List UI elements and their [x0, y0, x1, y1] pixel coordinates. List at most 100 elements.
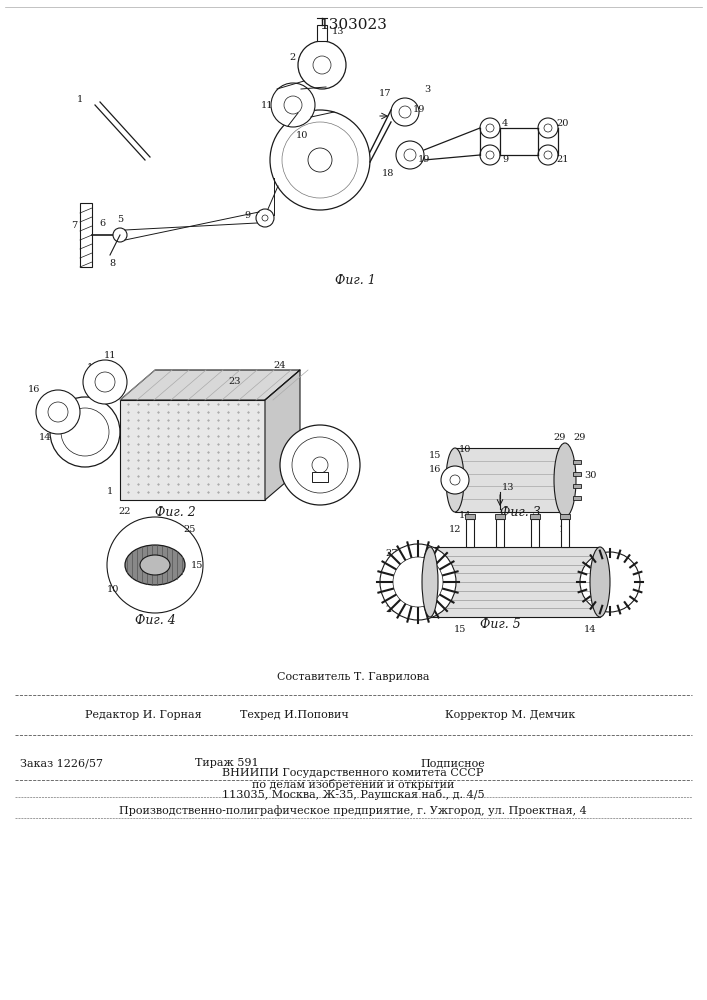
Bar — [573, 496, 581, 500]
Circle shape — [580, 552, 640, 612]
Text: 1: 1 — [107, 488, 113, 496]
Bar — [312, 472, 328, 482]
Bar — [561, 519, 569, 547]
Text: 19: 19 — [418, 155, 430, 164]
Text: 14: 14 — [459, 512, 472, 520]
Text: Производственно-полиграфическое предприятие, г. Ужгород, ул. Проектная, 4: Производственно-полиграфическое предприя… — [119, 806, 587, 816]
Bar — [466, 519, 474, 547]
Circle shape — [450, 475, 460, 485]
Text: Фиг. 5: Фиг. 5 — [479, 618, 520, 632]
Text: Заказ 1226/57: Заказ 1226/57 — [20, 758, 103, 768]
Ellipse shape — [422, 547, 438, 617]
Text: 1: 1 — [77, 96, 83, 104]
Text: Тираж 591: Тираж 591 — [195, 758, 259, 768]
Text: 4: 4 — [502, 119, 508, 128]
Bar — [573, 460, 581, 464]
Circle shape — [399, 106, 411, 118]
Text: 27: 27 — [386, 550, 398, 558]
Text: Фиг. 3: Фиг. 3 — [500, 506, 540, 518]
Text: 29: 29 — [554, 434, 566, 442]
Text: 8: 8 — [109, 258, 115, 267]
Text: 10: 10 — [459, 446, 471, 454]
Text: 20: 20 — [557, 119, 569, 128]
Text: 113035, Москва, Ж-35, Раушская наб., д. 4/5: 113035, Москва, Ж-35, Раушская наб., д. … — [222, 790, 484, 800]
Circle shape — [95, 372, 115, 392]
Bar — [573, 472, 581, 476]
Ellipse shape — [590, 547, 610, 617]
Text: 14: 14 — [584, 624, 596, 634]
Circle shape — [292, 437, 348, 493]
Text: 15: 15 — [429, 450, 441, 460]
Text: 25: 25 — [184, 526, 196, 534]
Circle shape — [313, 56, 331, 74]
Text: 10: 10 — [336, 474, 348, 483]
Text: Фиг. 2: Фиг. 2 — [155, 506, 195, 518]
Text: 10: 10 — [296, 130, 308, 139]
Text: 7: 7 — [71, 221, 77, 230]
Text: 16: 16 — [429, 466, 441, 475]
Text: 26: 26 — [386, 605, 398, 614]
Polygon shape — [120, 400, 265, 500]
Text: 15: 15 — [191, 560, 203, 570]
Bar — [560, 514, 570, 519]
Text: 24: 24 — [274, 360, 286, 369]
Circle shape — [544, 151, 552, 159]
Circle shape — [284, 96, 302, 114]
Text: 12: 12 — [449, 524, 461, 534]
Text: 5: 5 — [117, 215, 123, 224]
Circle shape — [396, 141, 424, 169]
Polygon shape — [430, 547, 600, 617]
Text: Фиг. 4: Фиг. 4 — [134, 613, 175, 626]
Ellipse shape — [125, 545, 185, 585]
Bar — [573, 484, 581, 488]
Text: 18: 18 — [382, 168, 395, 178]
Polygon shape — [265, 370, 300, 500]
Text: 19: 19 — [413, 105, 425, 114]
Circle shape — [486, 124, 494, 132]
Text: по делам изобретений и открытий: по делам изобретений и открытий — [252, 778, 454, 790]
Bar — [531, 519, 539, 547]
Text: 10: 10 — [444, 578, 456, 586]
Bar — [496, 519, 504, 547]
Text: ВНИИПИ Государственного комитета СССР: ВНИИПИ Государственного комитета СССР — [222, 768, 484, 778]
Bar — [495, 514, 505, 519]
Circle shape — [107, 517, 203, 613]
Ellipse shape — [140, 555, 170, 575]
Circle shape — [48, 402, 68, 422]
Text: Техред И.Попович: Техред И.Попович — [240, 710, 349, 720]
Text: 11: 11 — [559, 524, 571, 534]
Text: Составитель Т. Гаврилова: Составитель Т. Гаврилова — [276, 672, 429, 682]
Text: 12: 12 — [87, 363, 99, 372]
Circle shape — [393, 557, 443, 607]
Circle shape — [480, 118, 500, 138]
Text: 10: 10 — [107, 585, 119, 594]
Text: Редактор И. Горная: Редактор И. Горная — [85, 710, 201, 720]
Text: 9: 9 — [244, 211, 250, 220]
Text: 13: 13 — [502, 483, 514, 491]
Text: 30: 30 — [584, 471, 596, 480]
Circle shape — [308, 148, 332, 172]
Circle shape — [282, 122, 358, 198]
Text: 2: 2 — [289, 52, 295, 62]
Text: 13: 13 — [332, 26, 344, 35]
Text: 21: 21 — [556, 154, 569, 163]
Circle shape — [271, 83, 315, 127]
Text: 1303023: 1303023 — [319, 18, 387, 32]
Ellipse shape — [446, 448, 464, 512]
Text: Подписное: Подписное — [420, 758, 485, 768]
Text: Фиг. 1: Фиг. 1 — [334, 273, 375, 286]
Circle shape — [312, 457, 328, 473]
Circle shape — [83, 360, 127, 404]
Circle shape — [391, 98, 419, 126]
Circle shape — [486, 151, 494, 159]
Bar — [317, 25, 327, 41]
Text: 15: 15 — [454, 624, 466, 634]
Circle shape — [280, 425, 360, 505]
Circle shape — [544, 124, 552, 132]
Circle shape — [262, 215, 268, 221]
Circle shape — [50, 397, 120, 467]
Text: 9: 9 — [502, 154, 508, 163]
Circle shape — [61, 408, 109, 456]
Circle shape — [441, 466, 469, 494]
Circle shape — [380, 544, 456, 620]
